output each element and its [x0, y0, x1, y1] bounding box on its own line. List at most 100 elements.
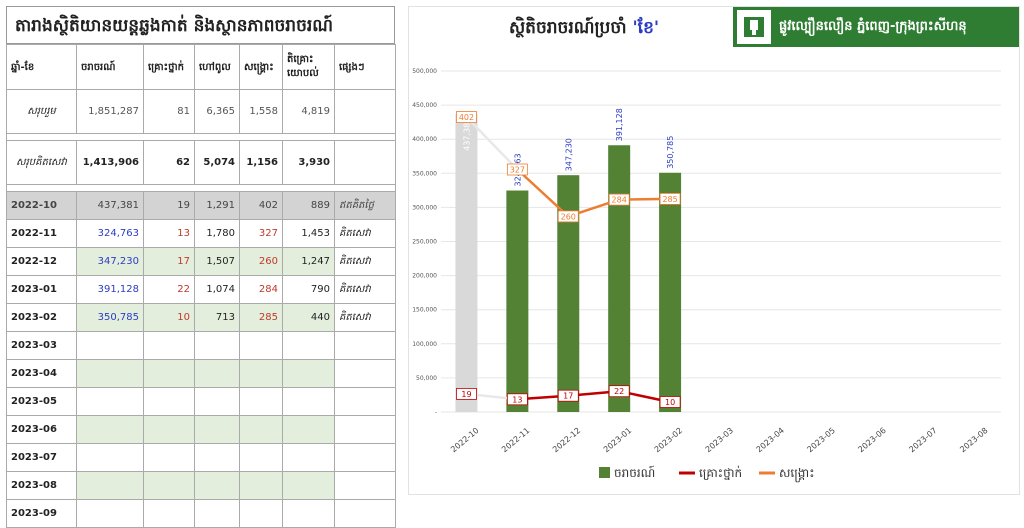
accident-series-point — [506, 393, 528, 406]
row-calls — [194, 387, 240, 416]
y-tick-label: 350,000 — [412, 170, 437, 177]
row-note — [334, 471, 396, 500]
bar-data-label: 350,785 — [666, 136, 675, 169]
x-tick-label: 2023-08 — [958, 426, 989, 454]
row-traffic: 350,785 — [76, 303, 144, 332]
table-row: 2022-11 324,763 13 1,780 327 1,453 គិតសេវា — [6, 219, 396, 248]
rescue-series-point — [557, 210, 579, 223]
row-calls — [194, 499, 240, 528]
row-calls: 1,074 — [194, 275, 240, 304]
bar — [608, 145, 631, 412]
row-consult — [282, 471, 335, 500]
accident-series-point — [557, 389, 579, 402]
x-tick-label: 2023-05 — [806, 426, 837, 454]
legend-label-accident: គ្រោះថ្នាក់ — [699, 465, 742, 480]
chart-title-highlight: 'ខែ' — [632, 18, 660, 38]
row-consult: 440 — [282, 303, 335, 332]
paid-total-calls: 5,074 — [194, 140, 240, 185]
header-other: ផ្សេងៗ — [334, 44, 396, 90]
table-row: 2023-06 — [6, 415, 396, 444]
legend-label-rescue: សង្គ្រោះ — [779, 466, 815, 483]
rescue-series-segment — [465, 116, 519, 171]
paid-total-label: សរុបគិតសេវា — [6, 140, 77, 185]
y-tick-label: 200,000 — [412, 273, 437, 280]
total-rescue: 1,558 — [239, 89, 283, 134]
row-accident: 10 — [143, 303, 195, 332]
row-month: 2023-02 — [6, 303, 77, 332]
total-consult: 4,819 — [282, 89, 335, 134]
row-rescue: 284 — [239, 275, 283, 304]
row-rescue — [239, 415, 283, 444]
row-month: 2023-01 — [6, 275, 77, 304]
row-traffic — [76, 359, 144, 388]
chart-title: ស្ថិតិចរាចរណ៍ប្រចាំ 'ខែ' — [509, 17, 659, 42]
row-traffic: 347,230 — [76, 247, 144, 276]
y-tick-label: 300,000 — [412, 204, 437, 211]
row-month: 2022-12 — [6, 247, 77, 276]
row-accident: 17 — [143, 247, 195, 276]
accident-series-data-label: 19 — [461, 390, 471, 399]
paid-total-rescue: 1,156 — [239, 140, 283, 185]
row-accident — [143, 443, 195, 472]
row-calls — [194, 471, 240, 500]
table-row: 2023-09 — [6, 499, 396, 528]
row-month: 2023-07 — [6, 443, 77, 472]
header-month: ឆ្នាំ-ខែ — [6, 44, 77, 90]
row-rescue: 402 — [239, 191, 283, 220]
row-consult — [282, 415, 335, 444]
table-header-row: ឆ្នាំ-ខែ ចរាចរណ៍ គ្រោះថ្នាក់ ហៅពូល សង្គ្… — [6, 44, 396, 90]
row-traffic: 324,763 — [76, 219, 144, 248]
bar-data-label: 391,128 — [615, 108, 624, 141]
rescue-series-data-label: 327 — [510, 166, 525, 175]
row-note — [334, 331, 396, 360]
total-calls: 6,365 — [194, 89, 240, 134]
table-title: តារាងស្ថិតិយានយន្តឆ្លងកាត់ និងស្ថានភាពចរ… — [6, 6, 395, 44]
bar — [506, 190, 529, 412]
y-tick-label: 250,000 — [412, 239, 437, 246]
row-accident: 22 — [143, 275, 195, 304]
legend-swatch-traffic — [599, 467, 610, 478]
logo-banner: ផ្លូវល្បឿនលឿន ភ្នំពេញ-ក្រុងព្រះសីហនុ — [733, 7, 1019, 47]
y-tick-label: 400,000 — [412, 136, 437, 143]
rescue-series-data-label: 402 — [459, 113, 474, 122]
accident-series-point — [608, 385, 630, 398]
accident-series-data-label: 10 — [665, 398, 675, 407]
row-traffic — [76, 331, 144, 360]
table-row-total: សរុបរួម 1,851,287 81 6,365 1,558 4,819 — [6, 89, 396, 134]
row-rescue — [239, 387, 283, 416]
row-consult — [282, 359, 335, 388]
row-rescue: 285 — [239, 303, 283, 332]
rescue-series-point — [608, 193, 630, 206]
row-rescue — [239, 443, 283, 472]
table-row: 2023-02 350,785 10 713 285 440 គិតសេវា — [6, 303, 396, 332]
paid-total-accident: 62 — [143, 140, 195, 185]
paid-total-other — [334, 140, 396, 185]
row-accident — [143, 359, 195, 388]
header-rescue: សង្គ្រោះ — [239, 44, 283, 90]
x-tick-label: 2022-12 — [551, 426, 582, 454]
rescue-series-data-label: 285 — [662, 195, 677, 204]
row-note: គិតសេវា — [334, 219, 396, 248]
row-accident: 19 — [143, 191, 195, 220]
rescue-series-point — [659, 192, 681, 205]
row-accident: 13 — [143, 219, 195, 248]
x-tick-label: 2023-04 — [755, 426, 786, 454]
row-consult: 889 — [282, 191, 335, 220]
expressway-emblem-icon — [737, 10, 771, 44]
row-note: គិតសេវា — [334, 303, 396, 332]
bar-data-label: 347,230 — [564, 138, 573, 171]
row-calls: 713 — [194, 303, 240, 332]
row-note — [334, 443, 396, 472]
bar — [455, 113, 478, 412]
stats-table: ឆ្នាំ-ខែ ចរាចរណ៍ គ្រោះថ្នាក់ ហៅពូល សង្គ្… — [6, 44, 396, 528]
table-row: 2023-04 — [6, 359, 396, 388]
y-tick-label: 450,000 — [412, 102, 437, 109]
row-month: 2023-04 — [6, 359, 77, 388]
row-consult: 790 — [282, 275, 335, 304]
row-accident — [143, 415, 195, 444]
row-month: 2023-03 — [6, 331, 77, 360]
table-spacer — [6, 184, 396, 192]
row-rescue — [239, 331, 283, 360]
row-traffic: 391,128 — [76, 275, 144, 304]
stats-table-panel: តារាងស្ថិតិយានយន្តឆ្លងកាត់ និងស្ថានភាពចរ… — [6, 6, 396, 528]
